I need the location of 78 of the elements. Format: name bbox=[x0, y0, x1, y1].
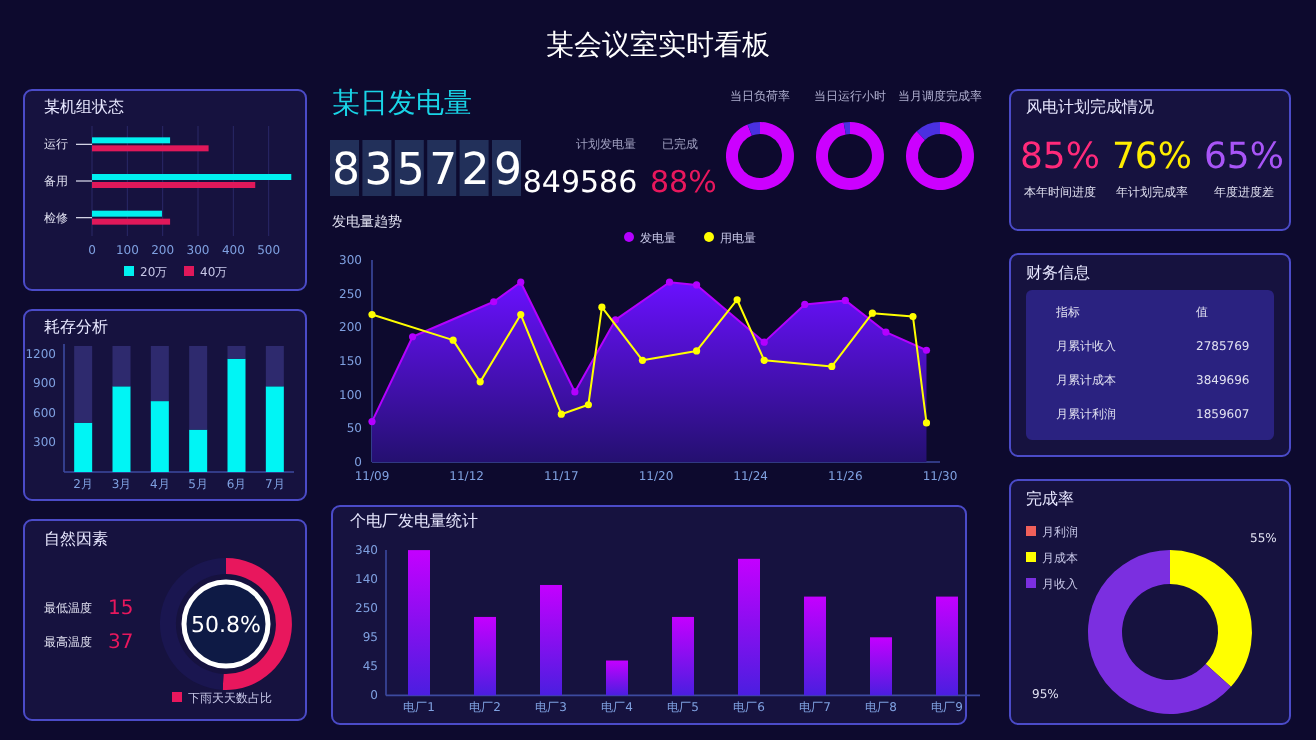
point bbox=[692, 281, 701, 289]
bar bbox=[92, 145, 209, 152]
bar bbox=[870, 637, 892, 696]
bar bbox=[112, 386, 131, 472]
text: 835729 bbox=[332, 146, 527, 196]
chart-title: 耗存分析 bbox=[44, 318, 108, 336]
point bbox=[571, 388, 579, 396]
bar bbox=[540, 584, 562, 696]
text: 849586 bbox=[522, 164, 638, 200]
point bbox=[368, 310, 376, 319]
bar bbox=[189, 345, 208, 430]
text: 某会议室实时看板 bbox=[546, 30, 770, 62]
bar bbox=[606, 660, 628, 696]
point bbox=[828, 362, 836, 370]
bar bbox=[189, 429, 208, 472]
bar bbox=[227, 358, 246, 472]
point bbox=[598, 303, 606, 311]
bar bbox=[804, 596, 826, 696]
point bbox=[760, 356, 768, 364]
bar bbox=[227, 345, 246, 359]
chart-title: 某机组状态 bbox=[44, 98, 124, 116]
text: 风电计划完成情况 bbox=[1026, 98, 1154, 116]
bar bbox=[265, 386, 284, 472]
point bbox=[760, 338, 768, 346]
text: 财务信息 bbox=[1026, 264, 1090, 282]
chart-title: 完成率 bbox=[1026, 490, 1074, 508]
bar bbox=[92, 210, 162, 217]
text: 15 bbox=[108, 598, 134, 620]
bar bbox=[92, 137, 171, 144]
bar bbox=[74, 345, 93, 423]
bar bbox=[738, 558, 760, 696]
bar bbox=[672, 616, 694, 696]
bar bbox=[150, 345, 169, 402]
donut-slice bbox=[843, 122, 850, 135]
text: 65% bbox=[1203, 136, 1285, 178]
point bbox=[368, 418, 376, 426]
point bbox=[909, 312, 917, 321]
bar bbox=[474, 616, 496, 696]
point bbox=[692, 347, 701, 355]
text: 某日发电量 bbox=[332, 88, 472, 120]
bar bbox=[74, 422, 93, 472]
point bbox=[801, 300, 809, 309]
point bbox=[733, 296, 741, 304]
text: 自然因素 bbox=[44, 530, 108, 548]
bar bbox=[408, 550, 430, 696]
point bbox=[557, 410, 565, 418]
bar bbox=[92, 218, 171, 225]
point bbox=[476, 378, 484, 386]
text: 76% bbox=[1111, 136, 1193, 178]
donut-slice bbox=[726, 122, 794, 190]
point bbox=[922, 346, 931, 354]
point bbox=[517, 278, 525, 286]
point bbox=[868, 309, 876, 317]
point bbox=[665, 278, 674, 286]
point bbox=[638, 356, 647, 364]
donut-slice bbox=[816, 122, 884, 190]
point bbox=[922, 419, 931, 427]
bar bbox=[92, 182, 256, 188]
chart-title: 个电厂发电量统计 bbox=[350, 512, 478, 530]
point bbox=[408, 333, 417, 341]
donut-slice bbox=[906, 122, 974, 190]
text: 37 bbox=[108, 632, 134, 654]
point bbox=[490, 298, 498, 306]
point bbox=[841, 296, 849, 304]
data-label: 50.8% bbox=[191, 612, 261, 638]
bar bbox=[150, 401, 169, 472]
text: 85% bbox=[1019, 136, 1101, 178]
bar bbox=[265, 345, 284, 387]
point bbox=[449, 336, 457, 344]
bar bbox=[92, 174, 292, 180]
point bbox=[584, 401, 592, 409]
point bbox=[517, 310, 525, 319]
bar bbox=[112, 345, 131, 387]
donut-slice bbox=[747, 122, 760, 136]
donut-slice bbox=[916, 122, 940, 140]
bar bbox=[936, 596, 958, 696]
point bbox=[882, 328, 890, 336]
text: 88% bbox=[650, 164, 717, 200]
